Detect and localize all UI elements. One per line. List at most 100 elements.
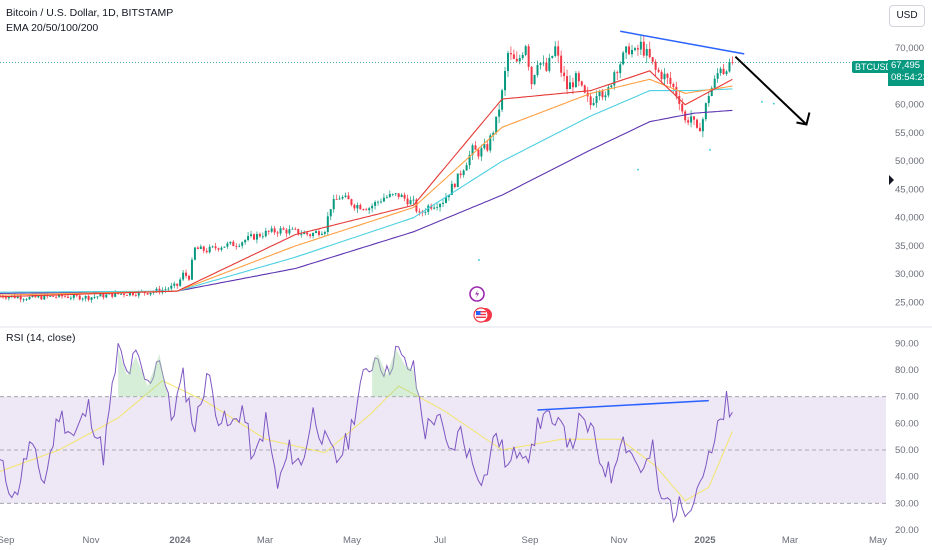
candle-body [28,297,31,300]
price-axis-tick: 50,000 [895,156,924,167]
candle-body [341,196,344,199]
candle-body [453,183,456,188]
ema50-line [0,78,733,296]
candle-body [235,246,238,247]
candle-body [202,246,205,251]
ema20-line [0,70,733,298]
candle-body [592,103,595,106]
candle-body [477,149,480,157]
time-axis-tick: May [343,535,361,546]
candle-body [309,234,312,237]
candle-body [595,96,598,104]
rsi-line [0,343,733,524]
candle-body [359,204,362,210]
candle-body [114,292,117,297]
rsi-axis-tick: 60.00 [895,418,919,429]
chart-legend: Bitcoin / U.S. Dollar, 1D, BITSTAMP EMA … [6,6,173,36]
candle-body [285,229,288,234]
candle-body [442,202,444,205]
candle-body [217,248,220,250]
candle-body [430,205,433,209]
candle-body [75,294,78,296]
candle-body [669,77,672,84]
candle-body [589,96,592,106]
rsi-pane[interactable] [0,343,886,524]
candle-body [149,292,152,295]
candle-body [681,103,684,112]
candle-body [40,295,43,300]
price-axis-tick: 25,000 [895,297,924,308]
candle-body [672,83,675,87]
candle-body [648,48,651,58]
candle-body [530,66,533,85]
candle-body [368,208,371,211]
projection-dot [478,259,480,262]
candle-body [350,199,353,205]
time-axis-tick: Nov [611,535,628,546]
candle-body [232,241,235,247]
candle-body [394,193,397,195]
candle-body [326,216,329,233]
price-axis-tick: 70,000 [895,43,924,54]
time-axis-tick: Mar [257,535,273,546]
us-flag-economic-event-icon[interactable] [473,307,492,323]
candle-body [123,293,126,296]
candle-body [601,91,604,98]
candle-body [725,71,728,75]
candle-body [698,127,701,132]
time-axis-tick: Nov [83,535,100,546]
candle-body [622,52,625,65]
candle-body [99,293,102,297]
symbol-title[interactable]: Bitcoin / U.S. Dollar, 1D, BITSTAMP [6,7,174,19]
candle-body [34,295,37,298]
currency-button[interactable]: USD [889,5,925,27]
time-axis-tick: Sep [522,535,539,546]
candle-body [625,46,628,53]
candle-body [312,232,315,237]
rsi-axis-tick: 30.00 [895,498,919,509]
candle-body [78,295,81,300]
candle-body [223,246,226,248]
candle-body [619,64,622,74]
candle-body [188,275,191,280]
candle-body [613,72,616,86]
lightning-event-icon[interactable] [469,286,485,302]
candle-body [539,63,542,65]
candle-body [0,295,1,297]
rsi-axis-tick: 50.00 [895,445,919,456]
candle-body [509,53,512,55]
candle-body [642,41,645,56]
rsi-axis-tick: 20.00 [895,525,919,536]
price-pane[interactable] [0,30,932,328]
candle-body [675,86,678,96]
candle-body [610,85,613,88]
bearish-arrow-head [796,112,811,126]
candle-body [173,283,176,286]
candle-body [551,56,554,58]
candle-body [515,58,518,62]
candle-body [49,295,52,297]
ema-indicator-label[interactable]: EMA 20/50/100/200 [6,22,99,34]
candle-body [365,209,368,211]
rsi-indicator-label[interactable]: RSI (14, close) [6,332,76,344]
candle-body [196,247,199,249]
candle-body [731,61,734,63]
candle-body [356,204,359,209]
candle-body [391,194,394,195]
candle-body [480,148,483,157]
time-axis-tick: Sep [0,535,14,546]
candle-body [377,201,380,203]
candle-body [533,75,536,85]
candle-body [707,96,710,104]
candle-body [504,71,507,91]
candle-body [267,230,270,232]
candle-body [300,234,303,235]
candle-body [651,57,654,62]
candle-body [385,196,388,198]
candle-body [22,299,25,301]
candle-body [347,195,350,200]
candle-body [415,199,418,212]
candle-body [125,295,128,296]
expand-arrow-icon[interactable] [889,175,894,185]
